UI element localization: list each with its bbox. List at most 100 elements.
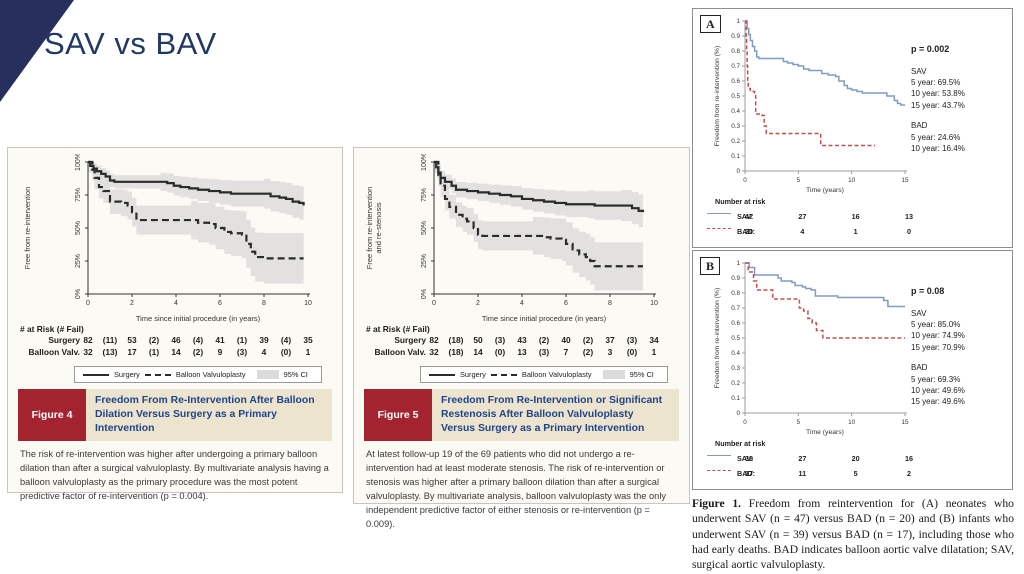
risk-value: (0)	[494, 347, 506, 357]
svg-text:2: 2	[476, 300, 480, 307]
risk-value: 40	[561, 335, 571, 345]
svg-text:0%: 0%	[421, 289, 428, 299]
svg-text:4: 4	[174, 300, 178, 307]
svg-text:0.3: 0.3	[731, 365, 740, 372]
svg-text:0.6: 0.6	[731, 78, 740, 85]
stat-group-name: BAD	[911, 121, 928, 131]
risk-row-label: BAD:	[737, 469, 755, 478]
risk-row-label: SAV:	[737, 212, 754, 221]
risk-value: 14	[171, 347, 181, 357]
risk-value: 0	[907, 227, 911, 236]
svg-text:4: 4	[520, 300, 524, 307]
risk-value: 37	[605, 335, 615, 345]
risk-value: 7	[563, 347, 569, 357]
risk-value: 47	[745, 212, 753, 221]
risk-value: 50	[473, 335, 483, 345]
risk-value: 53	[127, 335, 137, 345]
figure5-legend: Surgery Balloon Valvuloplasty 95% CI	[420, 366, 668, 383]
risk-table-header: Number at risk	[715, 197, 766, 206]
risk-value: 13	[905, 212, 913, 221]
svg-text:6: 6	[564, 300, 568, 307]
legend-surgery-label: Surgery	[114, 370, 140, 379]
risk-value: 43	[517, 335, 527, 345]
svg-text:50%: 50%	[75, 221, 82, 235]
figure4-panel: 0 2 4 6 8 10 0% 25% 50% 75% 100% Time since initial…	[7, 147, 343, 501]
risk-value: 1	[305, 347, 311, 357]
risk-value: 17	[127, 347, 137, 357]
risk-value: 4	[800, 227, 805, 236]
svg-text:0.7: 0.7	[731, 305, 740, 312]
risk-value: 4	[261, 347, 267, 357]
svg-text:0: 0	[86, 300, 90, 307]
svg-text:1: 1	[736, 18, 740, 25]
figure5-caption-title: Freedom From Re-Intervention or Signific…	[441, 395, 663, 435]
risk-value: 3	[607, 347, 613, 357]
svg-text:10: 10	[848, 177, 856, 184]
risk-table-header: # at Risk (# Fail)	[20, 324, 84, 334]
risk-row-label: BAD:	[737, 227, 755, 236]
risk-value: 27	[798, 454, 807, 463]
risk-value: 20	[745, 227, 753, 236]
risk-value: (1)	[148, 347, 160, 357]
risk-value: (0)	[626, 347, 638, 357]
svg-text:5: 5	[797, 419, 801, 426]
risk-value: 1	[853, 227, 858, 236]
svg-text:0.1: 0.1	[731, 395, 740, 402]
legend-balloon-label: Balloon Valvuloplasty	[521, 370, 592, 379]
risk-value: 35	[303, 335, 313, 345]
stat-line: 10 year: 74.9%	[911, 331, 965, 341]
panelA-svg: 0 5 10 15 0 0.1 0.2 0.3 0.4 0.5 0.6 0.7 0.8 0.9 1 Time …	[714, 18, 909, 194]
svg-text:10: 10	[848, 419, 856, 426]
legend-ci-label: 95% CI	[283, 370, 308, 379]
stat-line: 5 year: 24.6%	[911, 132, 961, 142]
stat-group-bad: BAD 5 year: 69.3% 10 year: 49.6% 15 year: 4…	[911, 362, 1005, 407]
svg-text:0.6: 0.6	[731, 320, 740, 327]
svg-text:0: 0	[736, 168, 740, 175]
sav-line-sample	[707, 213, 731, 214]
figure4-caption-header: Figure 4 Freedom From Re-Intervention Af…	[18, 389, 332, 442]
risk-value: 27	[798, 212, 807, 221]
svg-text:Freedom from re-intervention (: Freedom from re-intervention (%)	[714, 288, 721, 388]
figure5-risk-table: # at Risk (# Fail) Surgery 82 (18) 50 (3) 43 (2…	[364, 325, 668, 363]
svg-text:0.8: 0.8	[731, 290, 740, 297]
panel-a-label: A	[700, 15, 721, 33]
stat-line: 10 year: 53.8%	[911, 89, 965, 99]
risk-value: 1	[651, 347, 657, 357]
figure4-caption: Figure 4 Freedom From Re-Intervention Af…	[18, 389, 332, 504]
panel-b-risk-table: Number at risk SAV: 39 27 20 16 BAD: 17 11 5 2	[697, 438, 1008, 482]
risk-row-label: Balloon Valv.	[374, 347, 426, 357]
svg-text:Free from re-intervention: Free from re-intervention	[365, 187, 374, 270]
svg-text:Time since initial procedure (: Time since initial procedure (in years)	[136, 314, 261, 323]
legend-ci-label: 95% CI	[629, 370, 654, 379]
svg-text:25%: 25%	[75, 254, 82, 268]
risk-value: 82	[83, 335, 93, 345]
stat-group-name: BAD	[911, 363, 928, 373]
svg-text:0.7: 0.7	[731, 63, 740, 70]
svg-text:0%: 0%	[75, 289, 82, 299]
stat-group-name: SAV	[911, 308, 927, 318]
risk-value: (4)	[192, 335, 204, 345]
risk-value: 41	[215, 335, 225, 345]
svg-text:0.4: 0.4	[731, 350, 740, 357]
stat-line: 15 year: 43.7%	[911, 100, 965, 110]
svg-text:0: 0	[743, 177, 747, 184]
svg-text:Time since initial procedure (: Time since initial procedure (in years)	[482, 314, 607, 323]
svg-text:0.5: 0.5	[731, 93, 740, 100]
risk-value: 20	[851, 454, 860, 463]
figure5-caption: Figure 5 Freedom From Re-Intervention or…	[364, 389, 679, 532]
svg-text:25%: 25%	[421, 254, 428, 268]
svg-text:0: 0	[432, 300, 436, 307]
panel-a-km-chart: 0 5 10 15 0 0.1 0.2 0.3 0.4 0.5 0.6 0.7 0.8 0.9 1 Time …	[711, 13, 1008, 195]
fig4-svg: 0 2 4 6 8 100%25%50%75%100%Time since initial…	[23, 154, 312, 323]
legend-solid-line-swatch	[429, 373, 455, 376]
risk-value: 82	[429, 335, 439, 345]
panel-a-annotations: p = 0.002 SAV 5 year: 69.5% 10 year: 53.8% 1…	[911, 43, 1005, 163]
stat-group-name: SAV	[911, 66, 927, 76]
svg-text:0.4: 0.4	[731, 108, 740, 115]
risk-value: 11	[798, 469, 807, 478]
figure5-caption-header: Figure 5 Freedom From Re-Intervention or…	[364, 389, 679, 442]
figure1-panel-b: B 0 5 10 15 0 0.1 0.2 0.3 0.4 0.5 0.6 0.7 0.8 0.9 1 Tim…	[692, 250, 1013, 490]
legend-ci-swatch	[256, 370, 279, 379]
svg-text:10: 10	[304, 300, 312, 307]
svg-text:10: 10	[650, 300, 658, 307]
